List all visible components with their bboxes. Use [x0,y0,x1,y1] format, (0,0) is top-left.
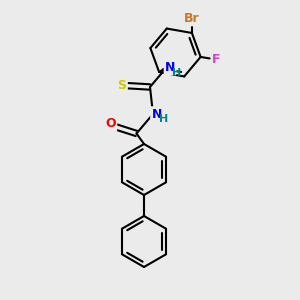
Text: F: F [212,53,221,66]
Text: H: H [172,68,182,78]
Text: S: S [118,79,127,92]
Text: H: H [159,114,168,124]
Text: N: N [165,61,175,74]
Text: Br: Br [184,12,200,25]
Text: O: O [105,117,116,130]
Text: N: N [152,107,162,121]
